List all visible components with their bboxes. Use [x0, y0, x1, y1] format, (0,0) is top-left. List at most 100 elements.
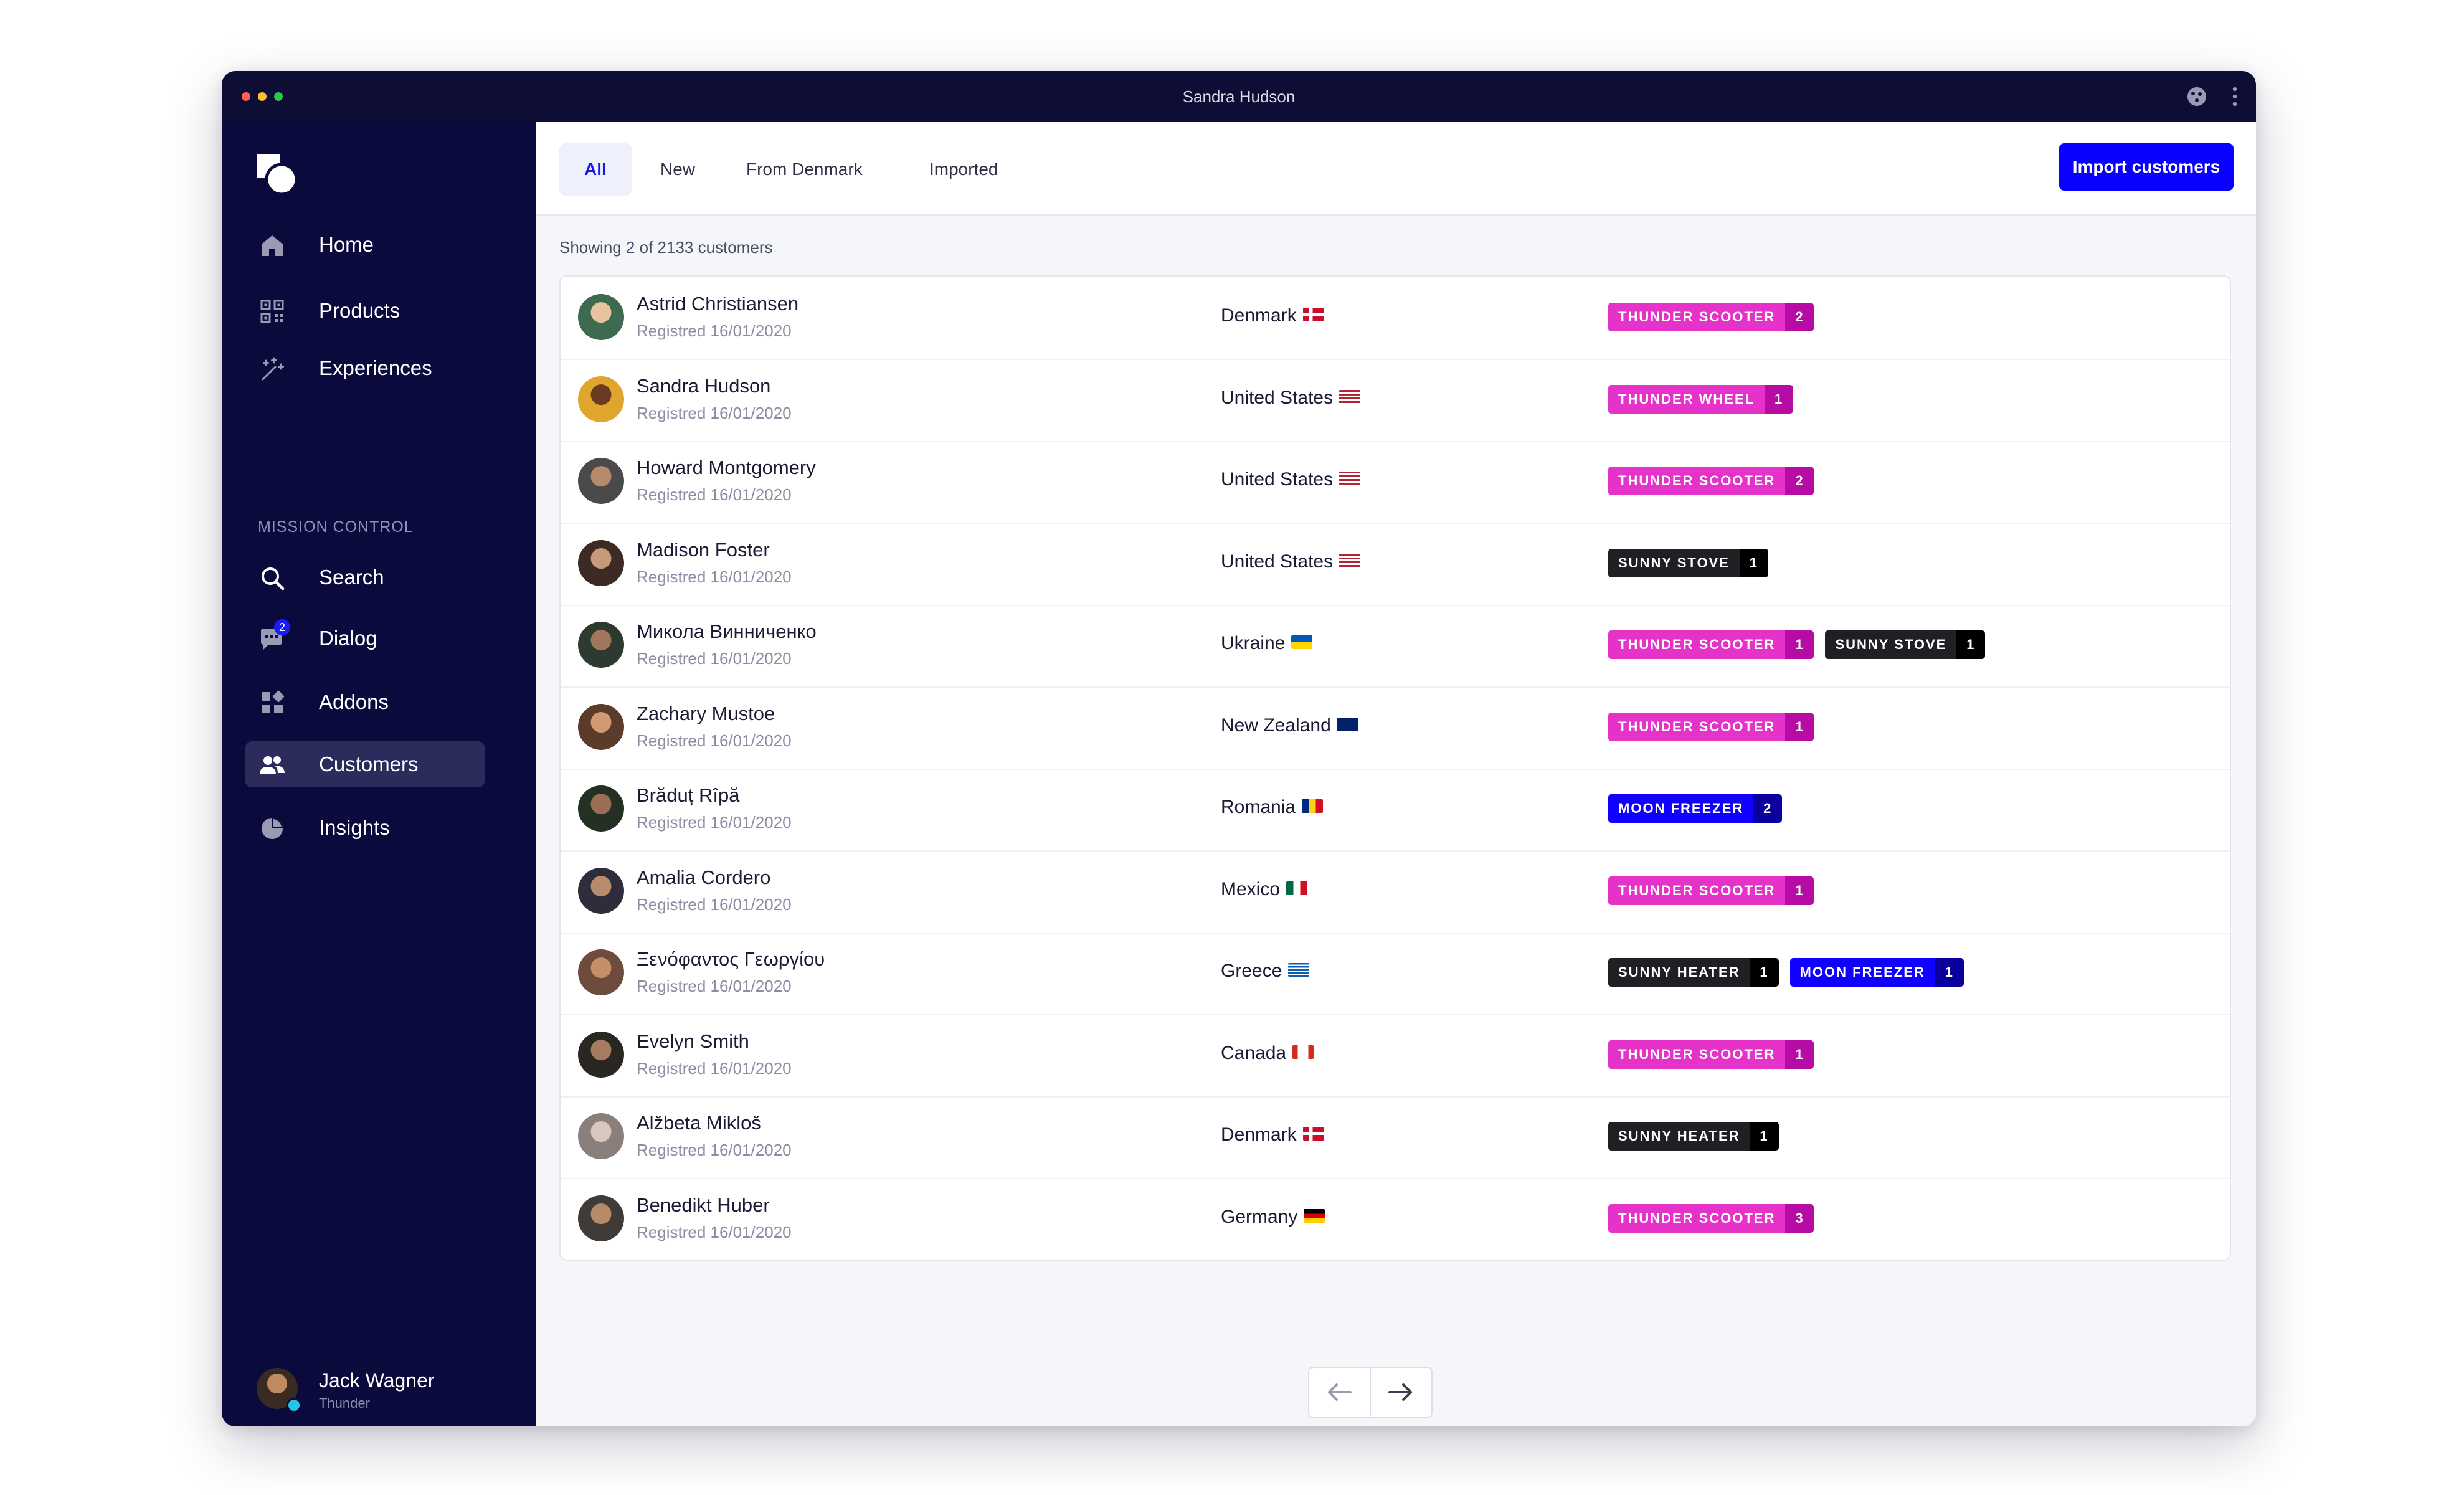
product-tag-label: THUNDER SCOOTER — [1608, 712, 1786, 741]
table-row[interactable]: Evelyn Smith Registred 16/01/2020 Canada TH… — [561, 1014, 2230, 1098]
customer-name[interactable]: Ξενόφαντος Γεωργίου — [637, 948, 825, 970]
app-window: Sandra Hudson Home — [222, 71, 2256, 1426]
table-row[interactable]: Amalia Cordero Registred 16/01/2020 Mexico… — [561, 850, 2230, 934]
registration-date: Registred 16/01/2020 — [637, 895, 792, 914]
product-tag[interactable]: THUNDER SCOOTER 2 — [1608, 303, 1814, 331]
customer-name[interactable]: Brăduț Rîpă — [637, 784, 740, 806]
section-label: MISSION CONTROL — [258, 518, 414, 536]
product-tag[interactable]: SUNNY HEATER 1 — [1608, 1122, 1779, 1151]
product-tag-count: 1 — [1785, 876, 1814, 905]
customer-name[interactable]: Astrid Christiansen — [637, 293, 799, 315]
country-flag-icon — [1291, 635, 1313, 650]
customer-name[interactable]: Benedikt Huber — [637, 1194, 770, 1216]
search-icon — [262, 567, 285, 591]
user-name: Jack Wagner — [319, 1369, 435, 1392]
product-tag-label: THUNDER WHEEL — [1608, 384, 1765, 414]
maximize-window-button[interactable] — [274, 92, 283, 101]
customer-name[interactable]: Alžbeta Mikloš — [637, 1112, 761, 1134]
product-tag[interactable]: THUNDER SCOOTER 1 — [1608, 1040, 1814, 1069]
sidebar-item-addons[interactable]: Addons — [245, 679, 485, 725]
product-tag[interactable]: THUNDER SCOOTER 1 — [1608, 876, 1814, 905]
product-tag[interactable]: THUNDER SCOOTER 1 — [1608, 712, 1814, 741]
table-row[interactable]: Alžbeta Mikloš Registred 16/01/2020 Denmar… — [561, 1096, 2230, 1179]
dialog-unread-badge: 2 — [274, 619, 290, 635]
customer-name[interactable]: Evelyn Smith — [637, 1030, 749, 1052]
customer-name[interactable]: Sandra Hudson — [637, 374, 771, 397]
registration-date: Registred 16/01/2020 — [637, 649, 792, 668]
online-status-dot — [287, 1398, 301, 1413]
tab-all[interactable]: All — [559, 143, 632, 196]
product-tag[interactable]: THUNDER WHEEL 1 — [1608, 384, 1794, 414]
sidebar-item-label: Insights — [319, 816, 390, 839]
table-row[interactable]: Benedikt Huber Registred 16/01/2020 German… — [561, 1178, 2230, 1260]
sidebar-item-insights[interactable]: Insights — [245, 805, 485, 851]
product-tag[interactable]: THUNDER SCOOTER 1 — [1608, 630, 1814, 659]
product-tag[interactable]: THUNDER SCOOTER 2 — [1608, 467, 1814, 495]
sidebar-item-search[interactable]: Search — [245, 554, 485, 600]
customer-name[interactable]: Madison Foster — [637, 538, 770, 561]
product-tags: THUNDER SCOOTER 1 SUNNY STOVE 1 — [1608, 630, 1986, 659]
main-content: All New From Denmark Imported Import cus… — [536, 122, 2256, 1426]
product-tag-label: SUNNY STOVE — [1825, 630, 1957, 659]
customer-name[interactable]: Howard Montgomery — [637, 457, 816, 478]
product-tag[interactable]: SUNNY HEATER 1 — [1608, 958, 1779, 987]
table-row[interactable]: Zachary Mustoe Registred 16/01/2020 New Ze… — [561, 686, 2230, 770]
country-name: Ukraine — [1221, 633, 1286, 653]
user-profile[interactable]: Jack Wagner Thunder — [222, 1349, 536, 1426]
customer-avatar — [578, 539, 624, 586]
sidebar-item-home[interactable]: Home — [245, 222, 485, 268]
table-row[interactable]: Madison Foster Registred 16/01/2020 United… — [561, 523, 2230, 606]
table-row[interactable]: Howard Montgomery Registred 16/01/2020 Uni… — [561, 440, 2230, 524]
import-customers-button[interactable]: Import customers — [2059, 143, 2234, 191]
extension-icon[interactable] — [2185, 85, 2209, 108]
sidebar-item-customers[interactable]: Customers — [245, 741, 485, 787]
country-name: United States — [1221, 469, 1334, 490]
next-page-button[interactable] — [1370, 1368, 1431, 1417]
customer-name[interactable]: Amalia Cordero — [637, 866, 771, 888]
tab-new[interactable]: New — [660, 159, 696, 179]
minimize-window-button[interactable] — [258, 92, 267, 101]
product-tag-label: THUNDER SCOOTER — [1608, 630, 1786, 659]
customer-avatar — [578, 622, 624, 668]
sidebar-item-label: Products — [319, 299, 400, 322]
customer-avatar — [578, 949, 624, 995]
product-tag-label: THUNDER SCOOTER — [1608, 303, 1786, 331]
table-row[interactable]: Ξενόφαντος Γεωργίου Registred 16/01/2020 G… — [561, 932, 2230, 1015]
product-tag[interactable]: THUNDER SCOOTER 3 — [1608, 1203, 1814, 1233]
customer-avatar — [578, 1195, 624, 1241]
table-row[interactable]: Микола Винниченко Registred 16/01/2020 Ukr… — [561, 604, 2230, 688]
sidebar-item-products[interactable]: Products — [245, 288, 485, 334]
country-name: Denmark — [1221, 305, 1297, 326]
customer-country: Denmark — [1221, 305, 1324, 326]
close-window-button[interactable] — [242, 92, 250, 101]
product-tags: THUNDER WHEEL 1 — [1608, 384, 1794, 414]
tab-from-denmark[interactable]: From Denmark — [746, 159, 863, 179]
users-icon — [260, 756, 285, 774]
more-vertical-icon[interactable] — [2230, 85, 2240, 108]
product-tag-label: MOON FREEZER — [1789, 958, 1935, 987]
registration-date: Registred 16/01/2020 — [637, 321, 792, 340]
product-tag[interactable]: SUNNY STOVE 1 — [1825, 630, 1986, 659]
product-tags: THUNDER SCOOTER 2 — [1608, 467, 1814, 495]
table-row[interactable]: Sandra Hudson Registred 16/01/2020 United … — [561, 359, 2230, 442]
sidebar-item-experiences[interactable]: Experiences — [245, 345, 485, 391]
customer-name[interactable]: Zachary Mustoe — [637, 702, 775, 724]
product-tags: THUNDER SCOOTER 1 — [1608, 712, 1814, 741]
country-flag-icon — [1286, 881, 1308, 895]
product-tag[interactable]: SUNNY STOVE 1 — [1608, 548, 1768, 577]
sidebar-item-dialog[interactable]: 2 Dialog — [245, 615, 485, 662]
customer-name[interactable]: Микола Винниченко — [637, 620, 817, 642]
sidebar: Home Products — [222, 122, 536, 1426]
tab-imported[interactable]: Imported — [929, 159, 998, 179]
product-tag-count: 2 — [1785, 303, 1814, 331]
sidebar-item-label: Experiences — [319, 356, 432, 379]
product-tag[interactable]: MOON FREEZER 1 — [1789, 958, 1964, 987]
country-flag-icon — [1302, 308, 1324, 322]
product-tags: THUNDER SCOOTER 2 — [1608, 303, 1814, 331]
previous-page-button[interactable] — [1309, 1368, 1371, 1417]
table-row[interactable]: Astrid Christiansen Registred 16/01/2020 D… — [561, 277, 2230, 360]
table-row[interactable]: Brăduț Rîpă Registred 16/01/2020 Romania MO… — [561, 768, 2230, 852]
logo-icon — [257, 154, 298, 196]
product-tag-count: 1 — [1785, 1040, 1814, 1069]
product-tag[interactable]: MOON FREEZER 2 — [1608, 794, 1783, 823]
